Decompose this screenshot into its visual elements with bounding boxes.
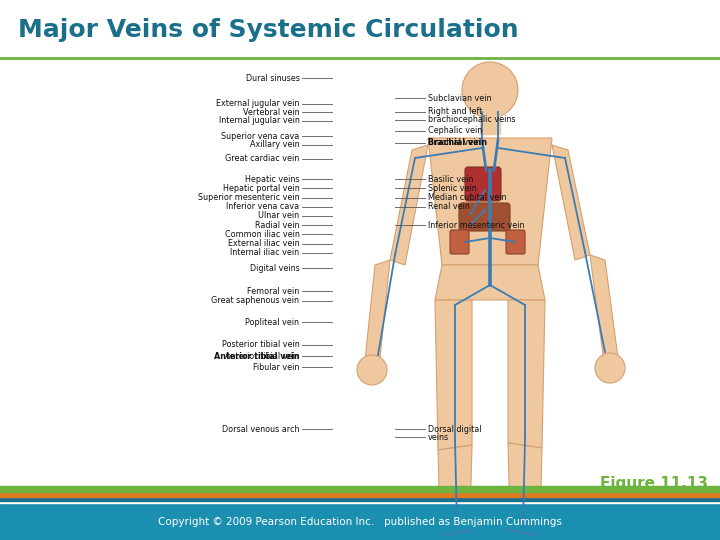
- Text: External jugular vein: External jugular vein: [216, 99, 300, 108]
- Text: Anterior tibial vein: Anterior tibial vein: [225, 352, 300, 361]
- Text: Basilic vein: Basilic vein: [428, 175, 473, 184]
- Polygon shape: [365, 260, 390, 360]
- Text: Hepatic veins: Hepatic veins: [245, 175, 300, 184]
- Polygon shape: [435, 300, 472, 450]
- Text: Digital veins: Digital veins: [250, 264, 300, 273]
- Text: Brachial vein: Brachial vein: [428, 138, 487, 147]
- Text: Superior mesenteric vein: Superior mesenteric vein: [198, 193, 300, 202]
- Text: Major Veins of Systemic Circulation: Major Veins of Systemic Circulation: [18, 18, 518, 42]
- Text: Dorsal venous arch: Dorsal venous arch: [222, 425, 300, 434]
- Text: Common iliac vein: Common iliac vein: [225, 230, 300, 239]
- Polygon shape: [435, 265, 545, 300]
- Text: Superior vena cava: Superior vena cava: [221, 132, 300, 140]
- Polygon shape: [428, 138, 552, 265]
- FancyBboxPatch shape: [506, 230, 525, 254]
- Text: brachiocephalic veins: brachiocephalic veins: [428, 116, 516, 124]
- Text: Vertebral vein: Vertebral vein: [243, 108, 300, 117]
- Text: Figure 11.13: Figure 11.13: [600, 476, 708, 491]
- Text: veins: veins: [428, 433, 449, 442]
- Text: Cephalic vein: Cephalic vein: [428, 126, 482, 135]
- Text: Anterior tibial vein: Anterior tibial vein: [214, 352, 300, 361]
- Text: Right and left: Right and left: [428, 107, 482, 116]
- Bar: [0, 503, 720, 540]
- Text: Median cubital vein: Median cubital vein: [428, 193, 506, 202]
- Text: Hepatic portal vein: Hepatic portal vein: [222, 184, 300, 193]
- Text: Great cardiac vein: Great cardiac vein: [225, 154, 300, 163]
- Text: Fibular vein: Fibular vein: [253, 363, 300, 372]
- FancyBboxPatch shape: [459, 203, 510, 231]
- Bar: [480, 114, 500, 134]
- Polygon shape: [508, 300, 545, 448]
- Bar: [0, 486, 720, 492]
- Text: Inferior vena cava: Inferior vena cava: [226, 202, 300, 211]
- Bar: [0, 58, 720, 486]
- Text: Renal vein: Renal vein: [428, 202, 469, 211]
- Text: Internal jugular vein: Internal jugular vein: [219, 117, 300, 125]
- Circle shape: [357, 355, 387, 385]
- Polygon shape: [590, 255, 618, 358]
- Polygon shape: [505, 520, 542, 540]
- Circle shape: [462, 62, 518, 118]
- Text: Subclavian vein: Subclavian vein: [428, 94, 491, 103]
- Text: Dural sinuses: Dural sinuses: [246, 74, 300, 83]
- Text: Inferior mesenteric vein: Inferior mesenteric vein: [428, 221, 524, 230]
- Text: Posterior tibial vein: Posterior tibial vein: [222, 340, 300, 349]
- Polygon shape: [438, 445, 472, 525]
- FancyBboxPatch shape: [450, 230, 469, 254]
- Text: Internal iliac vein: Internal iliac vein: [230, 248, 300, 257]
- Bar: [0, 501, 720, 503]
- Text: Splenic vein: Splenic vein: [428, 184, 477, 193]
- Text: Axillary vein: Axillary vein: [250, 140, 300, 149]
- Text: Dorsal digital: Dorsal digital: [428, 425, 481, 434]
- Polygon shape: [508, 443, 542, 525]
- Circle shape: [595, 353, 625, 383]
- Text: Ulnar vein: Ulnar vein: [258, 212, 300, 220]
- Polygon shape: [552, 145, 590, 260]
- Bar: [0, 492, 720, 497]
- Text: Radial vein: Radial vein: [255, 221, 300, 230]
- Text: Femoral vein: Femoral vein: [247, 287, 300, 295]
- Polygon shape: [438, 520, 475, 540]
- Text: Popliteal vein: Popliteal vein: [246, 318, 300, 327]
- Text: Great saphenous vein: Great saphenous vein: [212, 296, 300, 305]
- Text: External iliac vein: External iliac vein: [228, 239, 300, 248]
- FancyBboxPatch shape: [465, 167, 501, 201]
- Bar: [0, 497, 720, 501]
- Text: Brachial vein: Brachial vein: [428, 138, 480, 147]
- Polygon shape: [390, 145, 428, 265]
- Text: Copyright © 2009 Pearson Education Inc.   published as Benjamin Cummings: Copyright © 2009 Pearson Education Inc. …: [158, 517, 562, 526]
